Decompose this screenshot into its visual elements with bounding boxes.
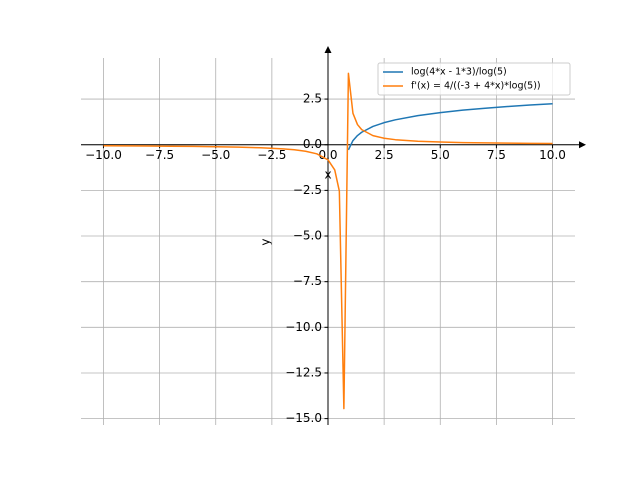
y-tick-label: −2.5 — [293, 183, 322, 197]
y-tick-label: 2.5 — [303, 92, 322, 106]
y-tick-label: −12.5 — [285, 365, 322, 379]
x-tick-label: 10.0 — [539, 148, 566, 162]
y-tick-label: −5.0 — [293, 229, 322, 243]
x-axis-arrow — [579, 141, 586, 149]
y-tick-label: 0.0 — [303, 137, 322, 151]
y-tick-label: −7.5 — [293, 274, 322, 288]
series-line — [103, 72, 553, 410]
y-tick-label: −10.0 — [285, 320, 322, 334]
x-tick-label: −5.0 — [201, 148, 230, 162]
x-tick-label: 5.0 — [431, 148, 450, 162]
y-axis-label: y — [259, 238, 273, 245]
y-axis-arrow — [324, 46, 332, 53]
x-tick-label: 7.5 — [487, 148, 506, 162]
y-tick-label: −15.0 — [285, 411, 322, 425]
legend-label: f'(x) = 4/((-3 + 4*x)*log(5)) — [411, 81, 541, 92]
series-line — [347, 103, 553, 151]
x-tick-label: −10.0 — [85, 148, 122, 162]
x-tick-label: −2.5 — [257, 148, 286, 162]
x-tick-label: 0.0 — [318, 148, 337, 162]
x-tick-label: 2.5 — [375, 148, 394, 162]
legend-label: log(4*x - 1*3)/log(5) — [411, 67, 507, 78]
legend-box — [377, 62, 571, 96]
x-tick-label: −7.5 — [145, 148, 174, 162]
